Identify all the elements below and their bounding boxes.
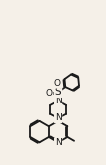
Text: O: O [46,89,53,98]
Text: N: N [55,114,61,122]
Text: S: S [55,87,61,97]
Text: N: N [55,138,61,147]
Text: N: N [55,96,61,105]
Text: O: O [54,79,61,88]
